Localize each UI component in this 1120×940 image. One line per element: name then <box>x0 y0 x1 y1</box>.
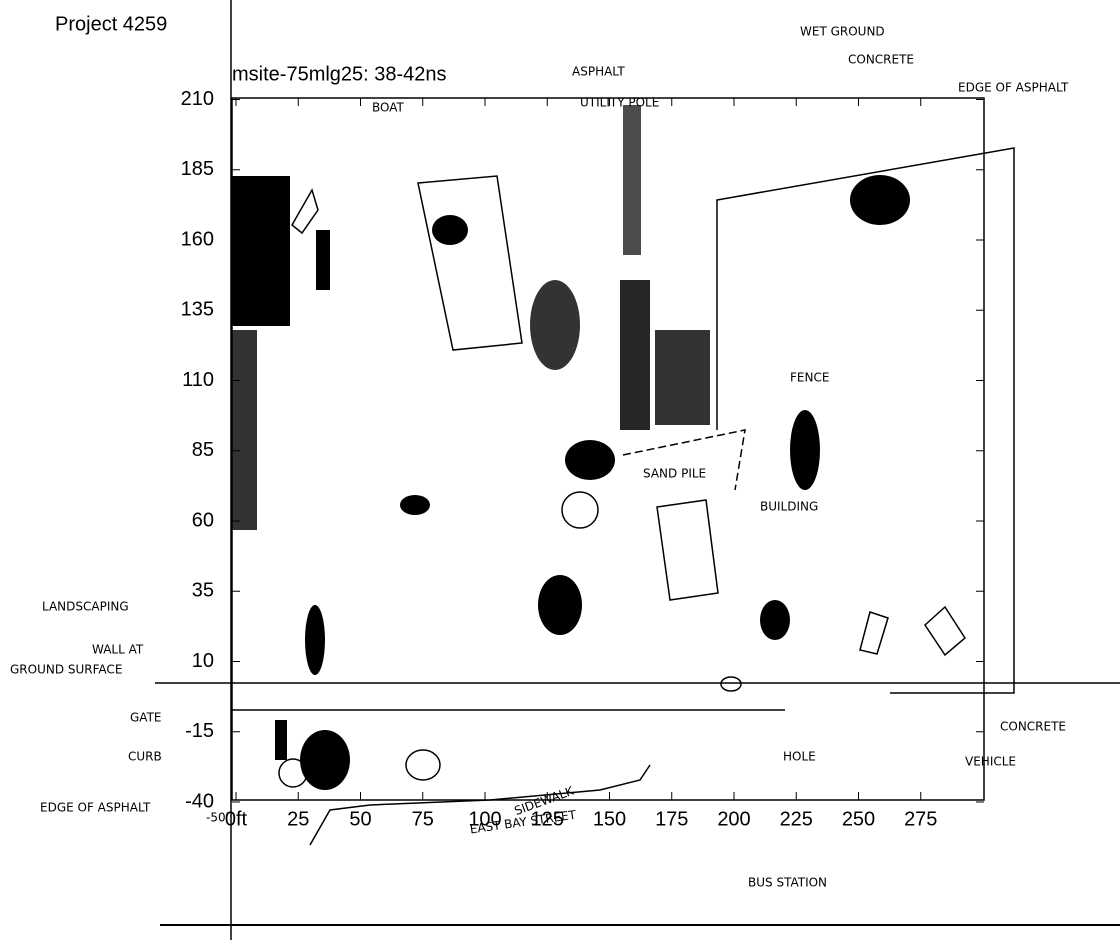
site-label: VEHICLE <box>965 755 1016 769</box>
marker-circle <box>561 491 599 529</box>
structure-outline <box>417 175 523 351</box>
site-label: SAND PILE <box>643 467 706 481</box>
y-tick-label: -15 <box>185 720 214 742</box>
anomaly <box>760 600 790 640</box>
vehicle-outline <box>924 605 966 657</box>
y-tick-label: 210 <box>181 88 214 110</box>
site-label: FENCE <box>790 371 829 385</box>
site-label: LANDSCAPING <box>42 600 129 614</box>
y-tick-label: 60 <box>192 509 214 531</box>
y-tick-label: 135 <box>181 299 214 321</box>
site-label: HOLE <box>783 750 816 764</box>
y-tick-label: 160 <box>181 228 214 250</box>
site-label: -50' <box>206 811 229 825</box>
anomaly <box>850 175 910 225</box>
vehicle-outline <box>859 611 889 655</box>
building-outline <box>716 147 1015 694</box>
marker-circle <box>405 749 441 781</box>
y-tick-label: 110 <box>182 369 214 391</box>
site-label: CURB <box>128 750 162 764</box>
site-label: BUILDING <box>760 500 818 514</box>
anomaly <box>305 605 325 675</box>
anomaly <box>530 280 580 370</box>
site-label: BUS STATION <box>748 876 827 890</box>
anomaly <box>623 105 641 255</box>
boat-outline <box>291 188 319 235</box>
anomalies <box>232 105 910 790</box>
anomaly <box>432 215 468 245</box>
x-tick-label: 150 <box>593 808 626 830</box>
site-label: WALL AT <box>92 643 144 657</box>
x-tick-label: 200 <box>717 808 750 830</box>
anomaly <box>300 730 350 790</box>
anomaly <box>400 495 430 515</box>
x-tick-label: 100 <box>468 808 501 830</box>
x-tick-label: 75 <box>412 808 434 830</box>
site-label: GROUND SURFACE <box>10 663 122 677</box>
y-tick-label: 185 <box>181 158 214 180</box>
x-tick-label: 250 <box>842 808 875 830</box>
y-tick-label: 85 <box>192 439 214 461</box>
y-tick-label: 10 <box>192 650 214 672</box>
anomaly <box>620 280 650 430</box>
sand-pile-outline <box>656 499 719 601</box>
x-tick-label: 275 <box>904 808 937 830</box>
fence <box>622 429 746 491</box>
x-tick-label: 125 <box>531 808 564 830</box>
x-tick-label: 175 <box>655 808 688 830</box>
anomaly <box>232 176 290 326</box>
y-tick-label: 35 <box>192 580 214 602</box>
anomaly <box>655 330 710 425</box>
site-label: EDGE OF ASPHALT <box>958 81 1069 95</box>
y-tick-label: -40 <box>185 790 214 812</box>
site-label: BOAT <box>372 101 405 115</box>
anomaly <box>538 575 582 635</box>
title: Project 4259 <box>55 13 167 35</box>
plot-title: msite-75mlg25: 38-42ns <box>232 63 447 85</box>
site-label: GATE <box>130 711 162 725</box>
anomaly <box>565 440 615 480</box>
site-label: EDGE OF ASPHALT <box>40 801 151 815</box>
site-label: WET GROUND <box>800 25 885 39</box>
x-tick-label: 50 <box>349 808 371 830</box>
hole-marker <box>720 676 742 692</box>
x-tick-label: 0ft <box>225 808 248 830</box>
anomaly <box>232 330 257 530</box>
anomaly <box>275 720 287 760</box>
site-label: CONCRETE <box>848 53 914 67</box>
sidewalk-edge <box>309 764 651 846</box>
x-tick-label: 225 <box>780 808 813 830</box>
anomaly <box>790 410 820 490</box>
site-features <box>278 147 1015 846</box>
anomaly <box>316 230 330 290</box>
x-tick-label: 25 <box>287 808 309 830</box>
site-label: CONCRETE <box>1000 720 1066 734</box>
site-label: UTILITY POLE <box>580 96 659 110</box>
marker-circle <box>278 758 308 788</box>
site-label: ASPHALT <box>572 65 625 79</box>
